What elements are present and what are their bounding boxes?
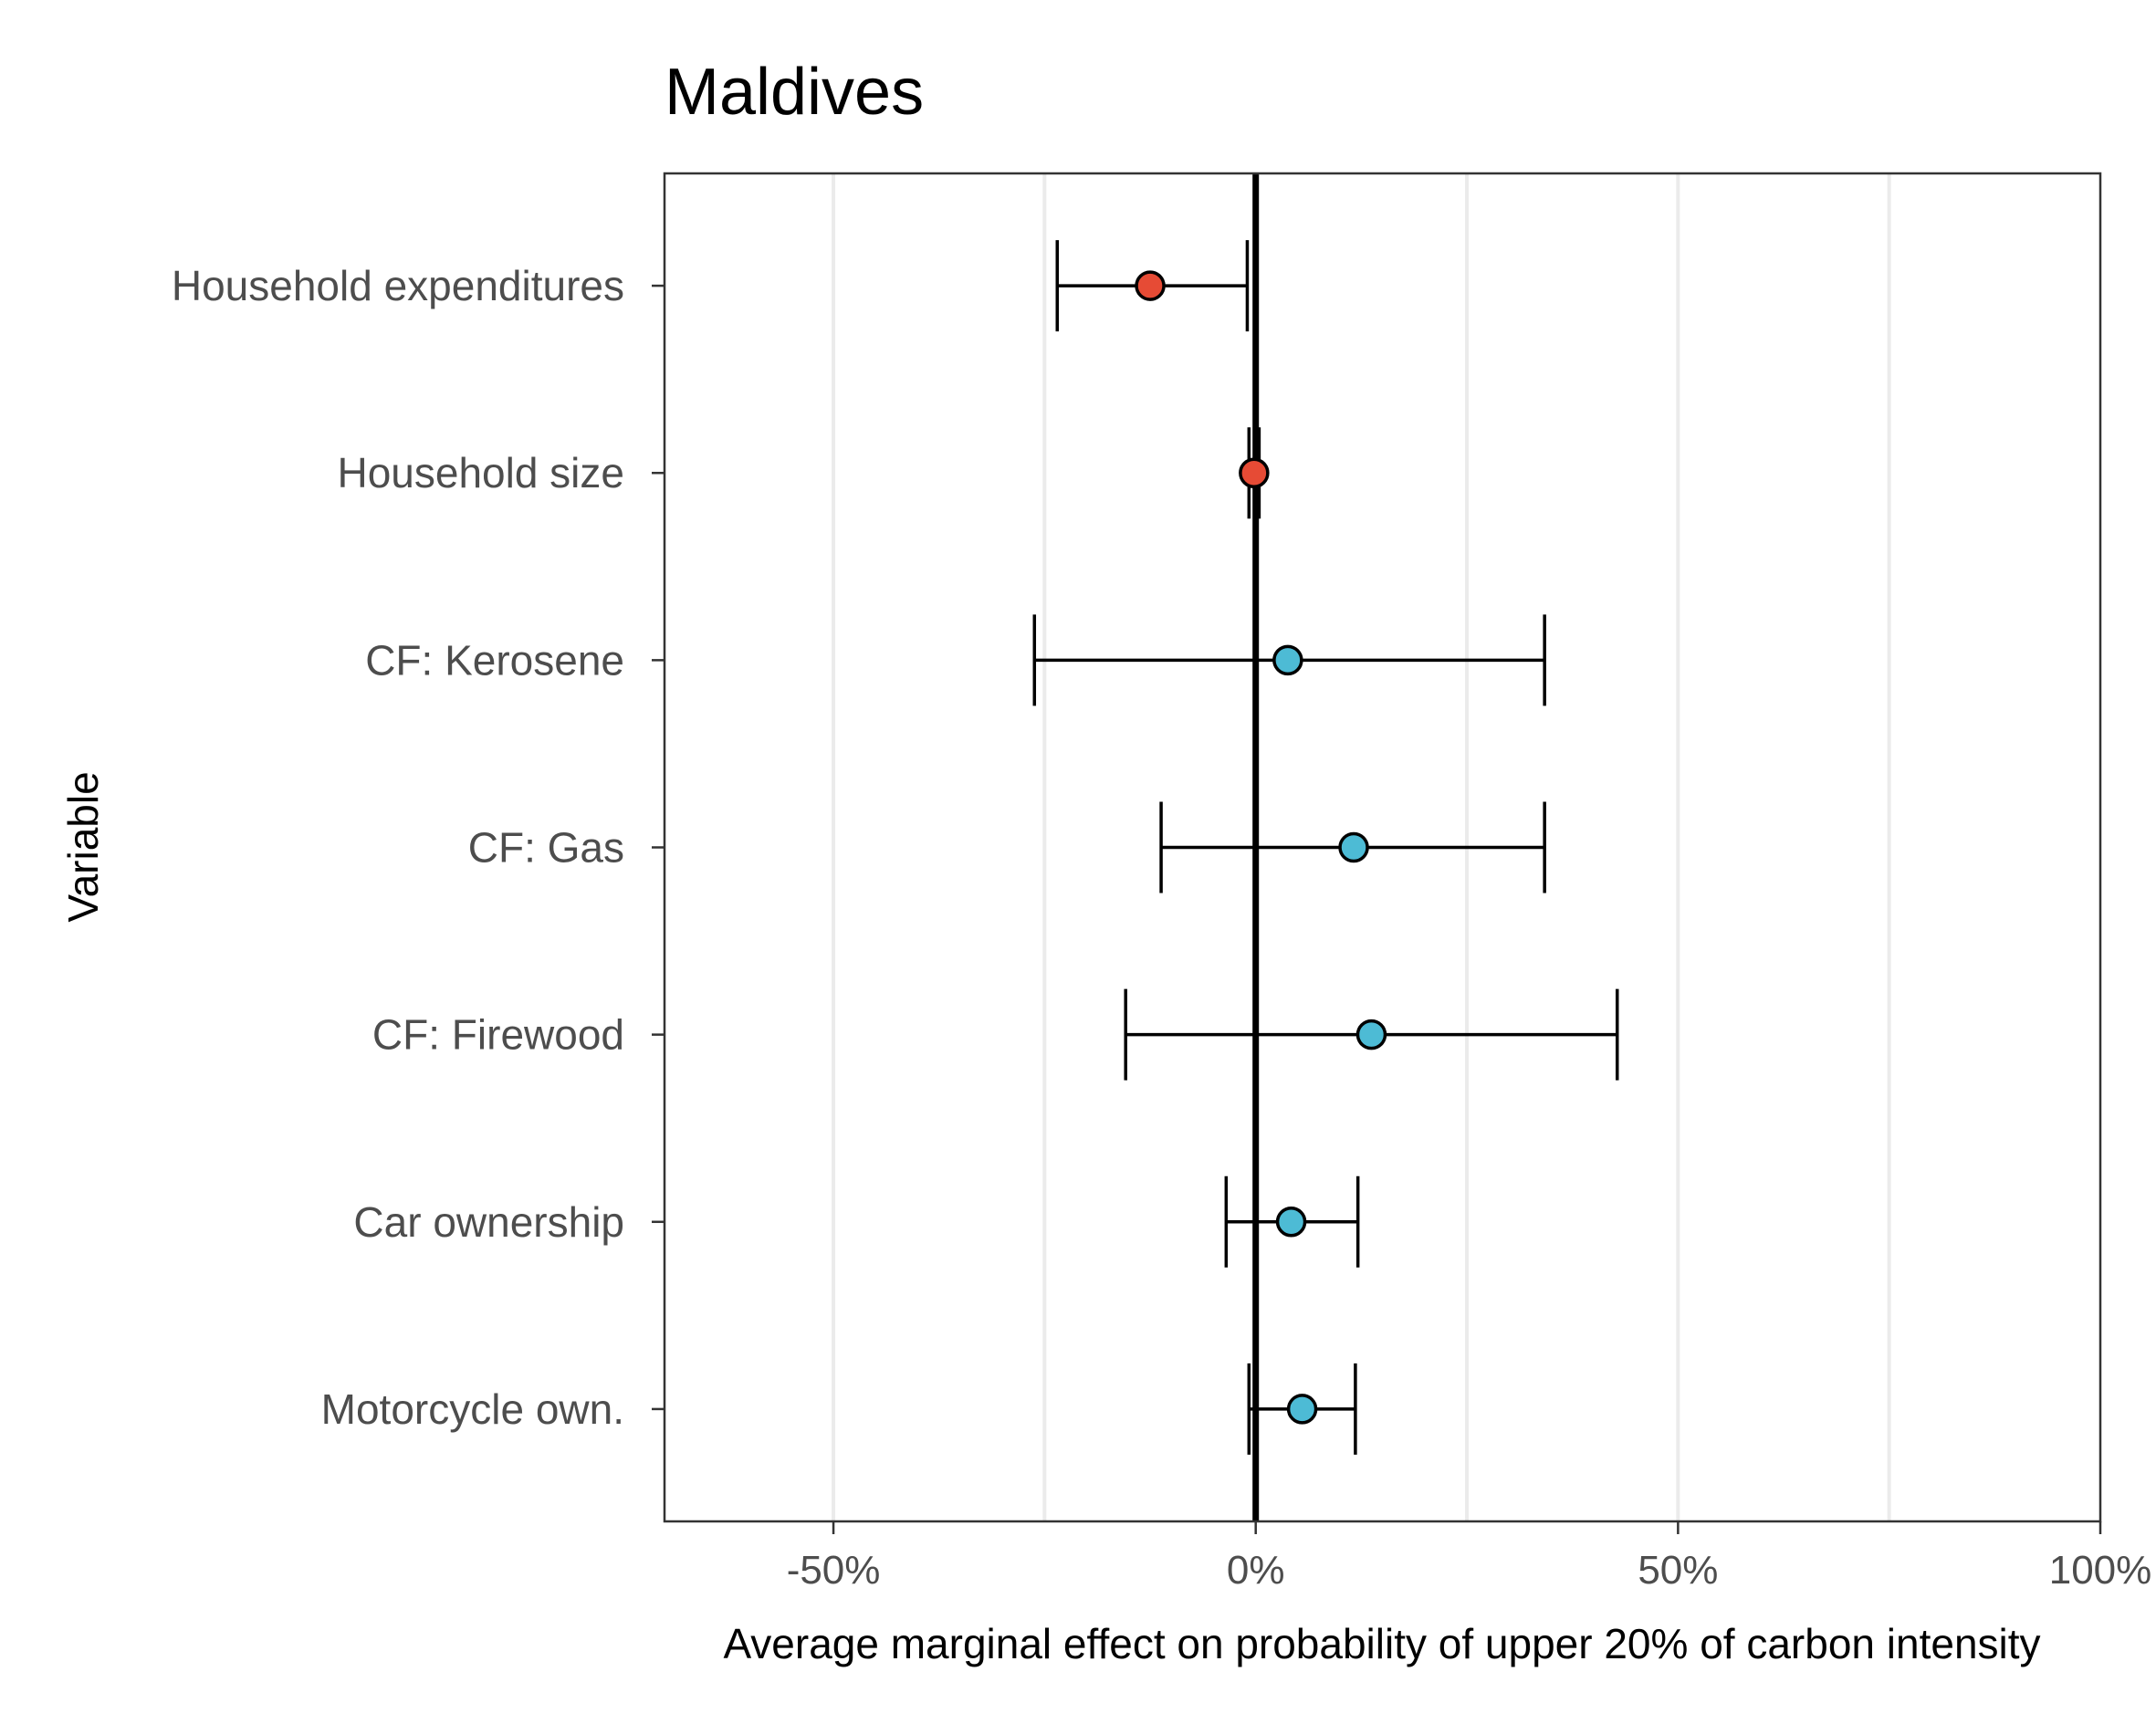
y-tick-label: Motorcycle own. bbox=[321, 1385, 624, 1433]
estimate-point bbox=[1239, 457, 1270, 488]
y-tick-label: Car ownership bbox=[353, 1198, 624, 1246]
y-tick-label: Household expenditures bbox=[172, 262, 624, 309]
estimate-point bbox=[1338, 831, 1369, 863]
x-tick-label: 100% bbox=[2049, 1548, 2152, 1593]
x-tick-label: 0% bbox=[1227, 1548, 1285, 1593]
x-axis-title: Average marginal effect on probability o… bbox=[723, 1620, 2040, 1667]
estimate-point bbox=[1275, 1207, 1307, 1238]
chart-title: Maldives bbox=[665, 56, 924, 129]
y-tick-label: CF: Gas bbox=[468, 824, 624, 872]
y-tick-label: Household size bbox=[337, 449, 624, 496]
estimate-point bbox=[1355, 1019, 1387, 1050]
y-tick-label: CF: Kerosene bbox=[365, 636, 624, 684]
y-axis-title: Variable bbox=[59, 771, 107, 922]
estimate-point bbox=[1272, 644, 1303, 676]
y-tick-label: CF: Firewood bbox=[372, 1011, 624, 1059]
estimate-point bbox=[1135, 270, 1166, 301]
y-axis: Household expenditures Household size CF: … bbox=[172, 262, 665, 1433]
marks-layer bbox=[1032, 240, 1619, 1455]
x-axis: -50% 0% 50% 100% bbox=[787, 1521, 2152, 1593]
x-tick-label: 50% bbox=[1638, 1548, 1718, 1593]
x-tick-label: -50% bbox=[787, 1548, 881, 1593]
estimate-point bbox=[1286, 1394, 1318, 1425]
